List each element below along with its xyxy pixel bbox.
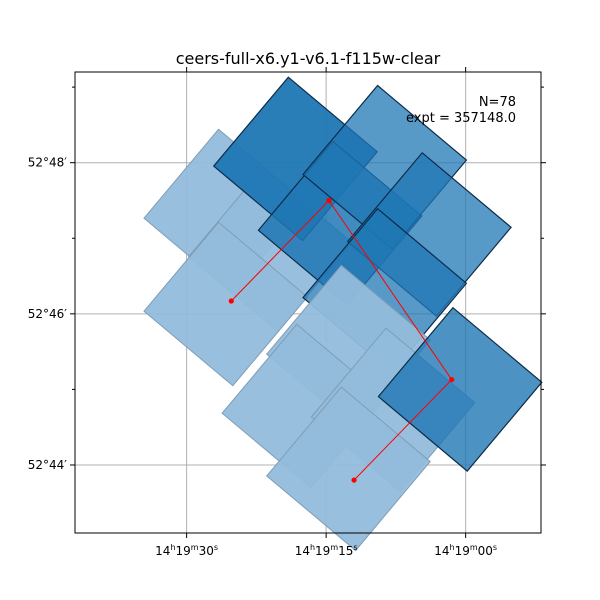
path-point	[326, 197, 332, 204]
pointing-path	[228, 197, 455, 483]
path-point	[228, 298, 234, 304]
exposure-tile	[265, 386, 431, 552]
y-tick-label: 52°48′	[28, 156, 68, 170]
x-tick-label: 14h19m00s	[434, 543, 497, 558]
path-point	[351, 477, 357, 483]
plot-frame	[74, 71, 542, 534]
y-tick-label: 52°46′	[28, 307, 68, 321]
axis-ticks: 14h19m30s 14h19m15s 14h19m00s 52°44′ 52°46′ 5…	[28, 67, 546, 558]
y-tick-label: 52°44′	[28, 458, 68, 472]
count-annotation: N=78	[479, 95, 516, 110]
exposure-tile	[143, 221, 309, 387]
path-point	[449, 376, 455, 383]
x-tick-label: 14h19m30s	[155, 543, 218, 558]
exposure-tiles	[143, 76, 543, 552]
exposure-time-annotation: expt = 357148.0	[406, 111, 516, 126]
exposure-tile	[377, 306, 543, 472]
x-tick-label: 14h19m15s	[295, 543, 358, 558]
path-line	[230, 199, 453, 481]
chart-title: ceers-full-x6.y1-v6.1-f115w-clear	[176, 49, 441, 68]
